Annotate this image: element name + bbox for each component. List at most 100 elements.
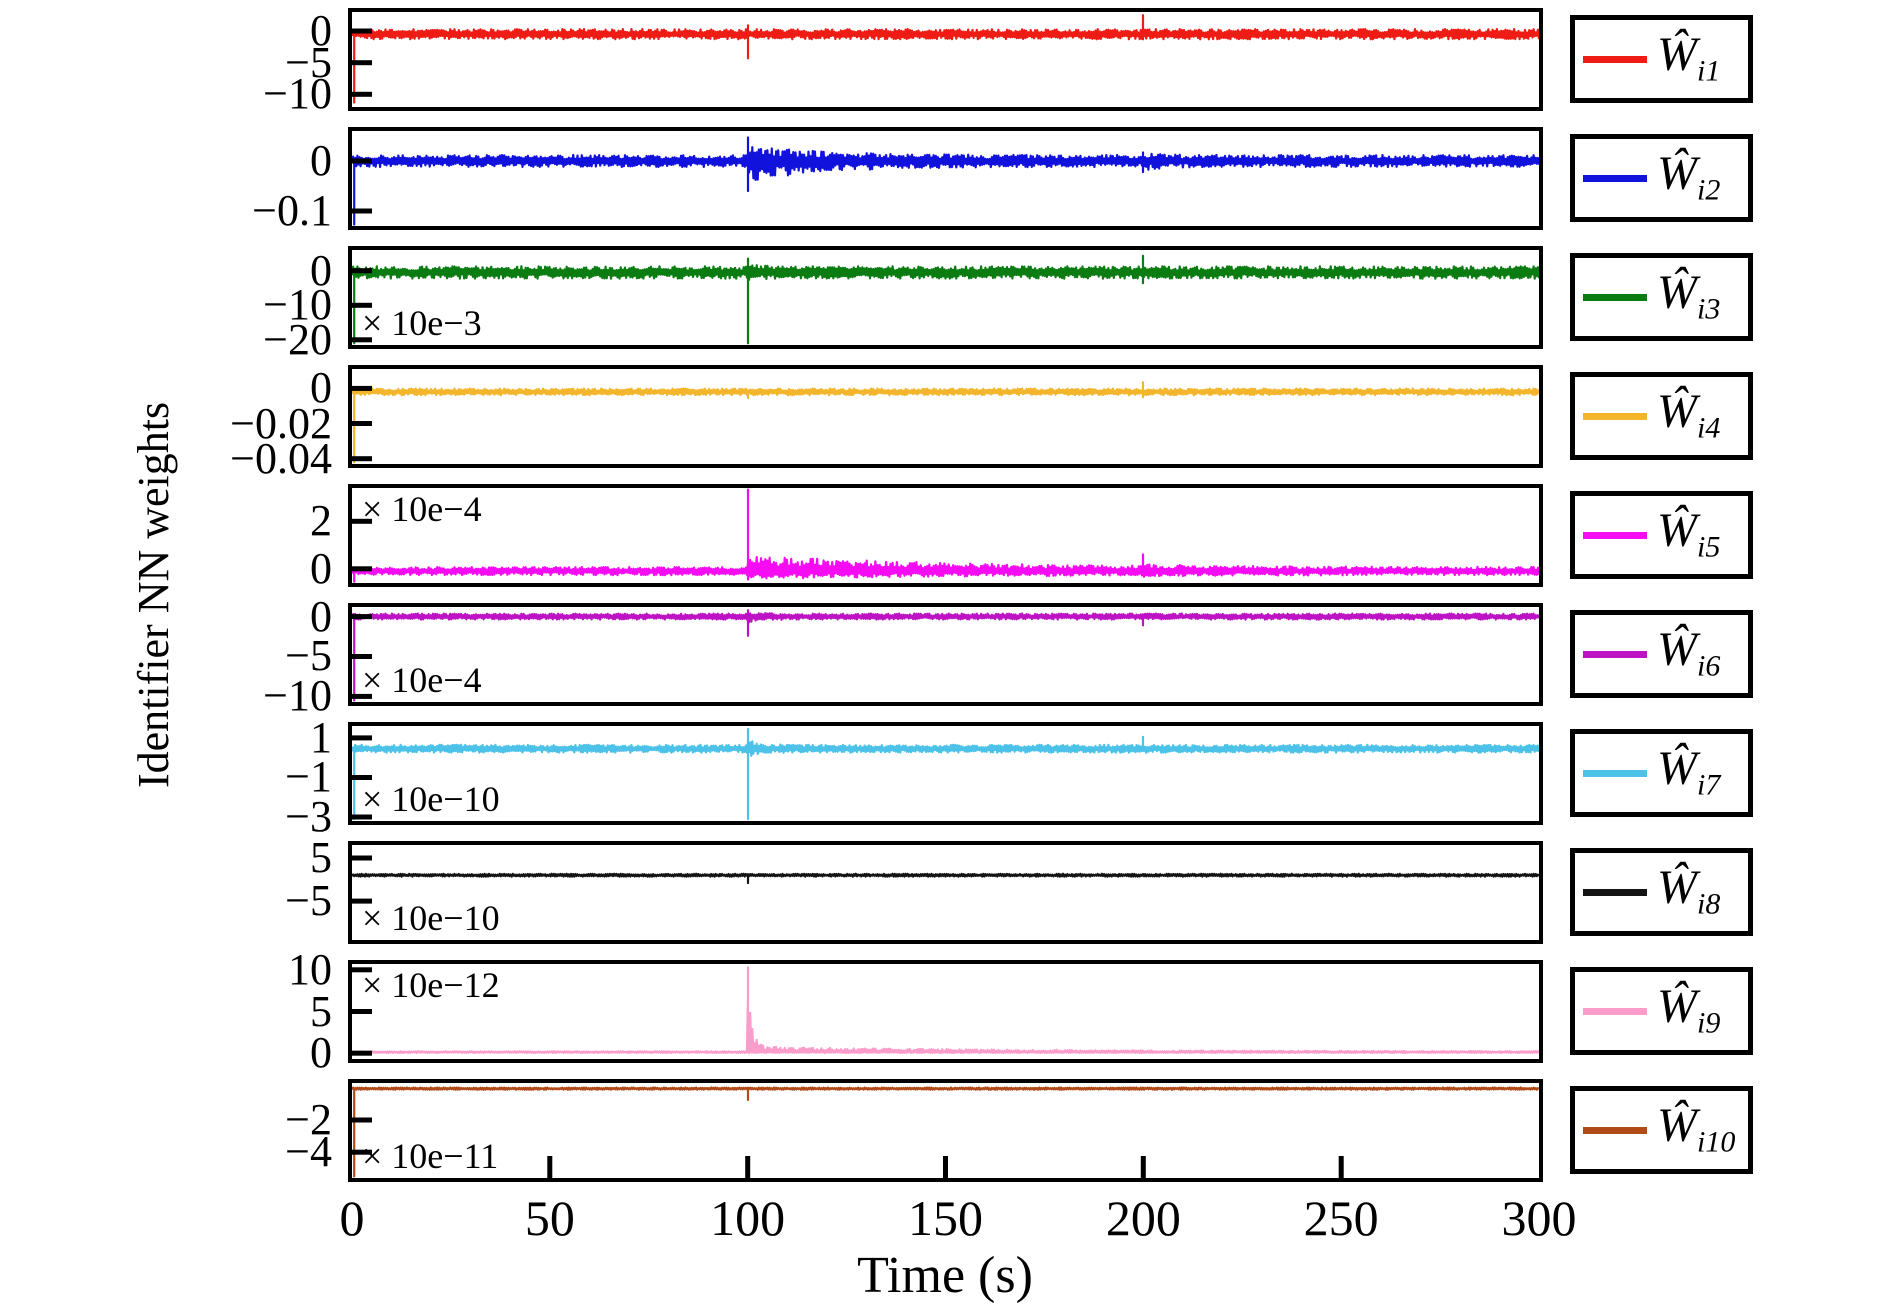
y-tick-mark [352,518,372,524]
y-tick-mark [352,1149,372,1155]
subplot-Wi3-canvas [352,254,1539,345]
legend-symbol: Ŵ [1657,266,1697,320]
legend-subscript: i1 [1696,54,1721,88]
legend-Wi1-label: Ŵi1 [1657,31,1720,87]
ytick-label: −5 [285,37,332,87]
xtick-label: 0 [339,1190,365,1246]
x-tick-mark [547,1156,553,1178]
legend-Wi7: Ŵi7 [1570,729,1753,817]
y-tick-mark [352,1117,372,1123]
ytick-label: −4 [285,1127,332,1177]
legend-Wi8-label: Ŵi8 [1657,864,1720,920]
y-tick-mark [352,385,372,391]
y-tick-mark [352,654,372,659]
legend-Wi4-label: Ŵi4 [1657,388,1720,444]
ytick-label: 2 [310,496,332,546]
series-Wi2-line [352,136,1539,226]
ytick-label: 0 [310,6,332,55]
y-tick-mark [352,421,372,426]
legend-Wi1-line-swatch [1583,55,1647,63]
xtick-label: 250 [1303,1190,1379,1246]
legend-Wi7-line-swatch [1583,769,1647,777]
legend-Wi8-line-swatch [1583,888,1647,896]
xtick-label: 300 [1501,1190,1577,1246]
series-Wi1-line [352,14,1539,104]
subplot-Wi6-canvas [352,609,1539,702]
y-tick-mark [352,60,372,66]
legend-Wi10-line-swatch [1583,1126,1647,1134]
ytick-label: −5 [285,631,332,681]
y-tick-mark [352,1050,372,1056]
legend-Wi9: Ŵi9 [1570,967,1753,1055]
series-Wi10-line [352,1086,1539,1178]
legend-Wi2-line-swatch [1583,174,1647,182]
subplot-Wi10-box: × 10e−11 [348,1079,1543,1182]
y-tick-mark [352,614,372,620]
legend-Wi7-label: Ŵi7 [1657,745,1720,801]
legend-Wi4-line-swatch [1583,412,1647,420]
subplot-Wi7-box: × 10e−10 [348,722,1543,825]
legend-symbol: Ŵ [1657,28,1697,82]
legend-Wi3-label: Ŵi3 [1657,269,1720,325]
ytick-label: −10 [263,671,332,721]
legend-symbol: Ŵ [1657,385,1697,439]
scale-annotation: × 10e−12 [362,965,500,1005]
x-tick-mark [943,1156,948,1178]
scale-annotation: × 10e−10 [362,779,500,819]
ytick-label: 0 [310,136,332,185]
y-tick-mark [352,302,372,308]
ytick-label: 5 [310,986,332,1036]
legend-Wi10-label: Ŵi10 [1657,1102,1735,1158]
legend-symbol: Ŵ [1657,623,1697,677]
y-tick-mark [352,735,372,741]
y-tick-mark [352,158,372,164]
scale-annotation: × 10e−4 [362,660,482,700]
series-Wi6-line [352,609,1539,702]
ytick-label: 1 [310,712,332,762]
legend-symbol: Ŵ [1657,1099,1697,1153]
ytick-label: −2 [285,1095,332,1145]
series-Wi5-line [352,488,1539,583]
legend-Wi9-label: Ŵi9 [1657,983,1720,1039]
legend-symbol: Ŵ [1657,861,1697,915]
legend-subscript: i7 [1696,768,1721,802]
y-tick-mark [352,91,372,97]
subplot-Wi8-canvas [352,855,1539,904]
y-tick-mark [352,814,372,820]
legend-symbol: Ŵ [1657,980,1697,1034]
legend-Wi3: Ŵi3 [1570,253,1753,341]
subplot-Wi8-box: × 10e−10 [348,841,1543,944]
y-tick-mark [352,566,372,572]
series-Wi8-line [352,872,1539,885]
legend-Wi8: Ŵi8 [1570,848,1753,936]
subplot-Wi1-box [348,8,1543,111]
ytick-label: −20 [263,314,332,364]
ytick-label: −0.04 [230,433,332,483]
subplot-Wi5-box: × 10e−4 [348,484,1543,587]
y-tick-mark [352,1009,372,1014]
ytick-label: −0.02 [230,398,332,448]
xtick-label: 150 [908,1190,983,1246]
subplot-Wi4-canvas [352,381,1539,464]
y-tick-mark [352,775,372,780]
subplot-Wi6-box: × 10e−4 [348,603,1543,706]
legend-subscript: i2 [1696,173,1721,207]
ytick-label: −10 [263,69,332,119]
legend-Wi2-label: Ŵi2 [1657,150,1720,206]
legend-subscript: i5 [1696,530,1721,564]
ytick-label: −1 [285,752,332,802]
legend-symbol: Ŵ [1657,742,1697,796]
subplot-Wi4-box [348,365,1543,468]
legend-Wi6-label: Ŵi6 [1657,626,1720,682]
legend-subscript: i6 [1696,649,1721,683]
y-tick-mark [352,337,372,343]
xtick-label: 50 [524,1190,575,1246]
x-tick-mark [1338,1156,1344,1178]
xtick-label: 200 [1105,1190,1181,1246]
ytick-label: −5 [285,876,332,926]
y-tick-mark [352,268,372,274]
y-tick-mark [352,28,372,34]
subplot-Wi1-canvas [352,14,1539,104]
ytick-label: 0 [310,245,332,295]
y-tick-mark [352,208,372,214]
